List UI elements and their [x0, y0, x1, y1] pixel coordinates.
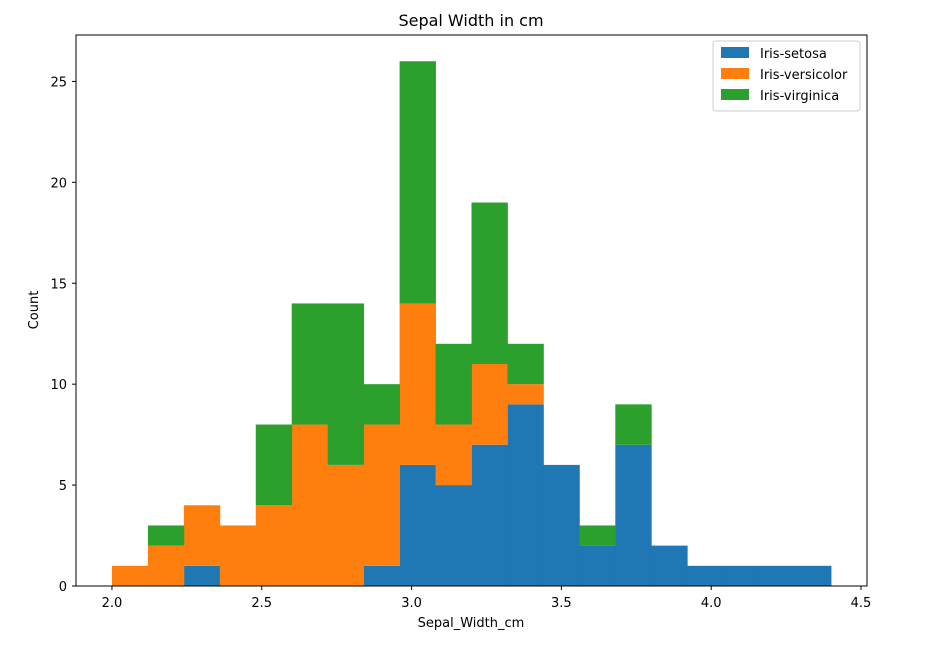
legend-label-iris-setosa: Iris-setosa	[760, 47, 827, 62]
bar-iris-setosa-bin-17	[723, 565, 760, 586]
bar-iris-versicolor-bin-9	[435, 424, 472, 486]
bar-iris-setosa-bin-8	[399, 464, 436, 586]
bar-iris-versicolor-bin-1	[147, 545, 185, 586]
bar-iris-virginica-bin-9	[435, 343, 472, 425]
bar-iris-virginica-bin-7	[363, 384, 400, 425]
bar-iris-setosa-bin-16	[687, 565, 724, 586]
bar-iris-versicolor-bin-11	[507, 384, 544, 405]
bar-iris-virginica-bin-13	[579, 525, 616, 546]
bar-iris-setosa-bin-19	[795, 565, 832, 586]
bar-iris-versicolor-bin-8	[399, 303, 436, 465]
x-tick-label: 2.0	[102, 596, 123, 611]
bar-iris-versicolor-bin-4	[255, 505, 293, 586]
bar-iris-setosa-bin-15	[651, 545, 688, 586]
y-tick-label: 5	[59, 479, 67, 494]
bar-iris-virginica-bin-8	[399, 61, 436, 304]
x-tick-label: 4.5	[851, 596, 872, 611]
legend-swatch-iris-setosa	[721, 47, 749, 58]
bar-iris-virginica-bin-10	[471, 202, 508, 364]
bar-iris-setosa-bin-9	[435, 485, 472, 586]
x-tick-label: 3.5	[551, 596, 572, 611]
bars-layer	[111, 61, 832, 586]
legend-label-iris-versicolor: Iris-versicolor	[760, 68, 848, 83]
bar-iris-virginica-bin-11	[507, 343, 544, 385]
bar-iris-setosa-bin-13	[579, 545, 616, 586]
bar-iris-virginica-bin-1	[147, 525, 185, 546]
chart-title: Sepal Width in cm	[398, 11, 543, 30]
bar-iris-virginica-bin-14	[615, 404, 652, 445]
y-axis-ticks: 0 5 10 15 20 25	[50, 75, 76, 595]
legend: Iris-setosa Iris-versicolor Iris-virginica	[712, 40, 861, 112]
x-axis-ticks: 2.0 2.5 3.0 3.5 4.0 4.5	[102, 586, 872, 611]
y-tick-label: 20	[50, 176, 67, 191]
bar-iris-versicolor-bin-6	[327, 464, 365, 586]
x-axis-label: Sepal_Width_cm	[418, 616, 525, 631]
bar-iris-versicolor-bin-7	[363, 424, 400, 566]
x-tick-label: 4.0	[701, 596, 722, 611]
legend-frame	[712, 40, 861, 112]
bar-iris-setosa-bin-7	[363, 565, 400, 586]
plot-frame	[75, 34, 868, 587]
bar-iris-virginica-bin-4	[255, 424, 293, 506]
bar-iris-versicolor-bin-0	[111, 565, 149, 586]
bar-iris-versicolor-bin-10	[471, 363, 508, 445]
legend-swatch-iris-versicolor	[721, 68, 749, 79]
bar-iris-setosa-bin-14	[615, 444, 652, 586]
y-tick-label: 0	[59, 580, 67, 595]
y-axis-label: Count	[27, 291, 42, 330]
bar-iris-versicolor-bin-5	[291, 424, 329, 586]
legend-swatch-iris-virginica	[721, 89, 749, 100]
y-tick-label: 25	[50, 75, 67, 90]
bar-iris-versicolor-bin-3	[219, 525, 257, 586]
bar-iris-setosa-bin-2	[183, 565, 221, 586]
bar-iris-setosa-bin-12	[543, 464, 580, 586]
x-tick-label: 2.5	[251, 596, 272, 611]
y-tick-label: 15	[50, 277, 67, 292]
bar-iris-versicolor-bin-2	[183, 505, 221, 566]
bar-iris-setosa-bin-11	[507, 404, 544, 586]
bar-iris-setosa-bin-10	[471, 444, 508, 586]
y-tick-label: 10	[50, 378, 67, 393]
legend-label-iris-virginica: Iris-virginica	[760, 89, 839, 104]
bar-iris-setosa-bin-18	[759, 565, 796, 586]
x-tick-label: 3.0	[401, 596, 422, 611]
bar-iris-virginica-bin-6	[327, 303, 365, 465]
bar-iris-virginica-bin-5	[291, 303, 329, 425]
